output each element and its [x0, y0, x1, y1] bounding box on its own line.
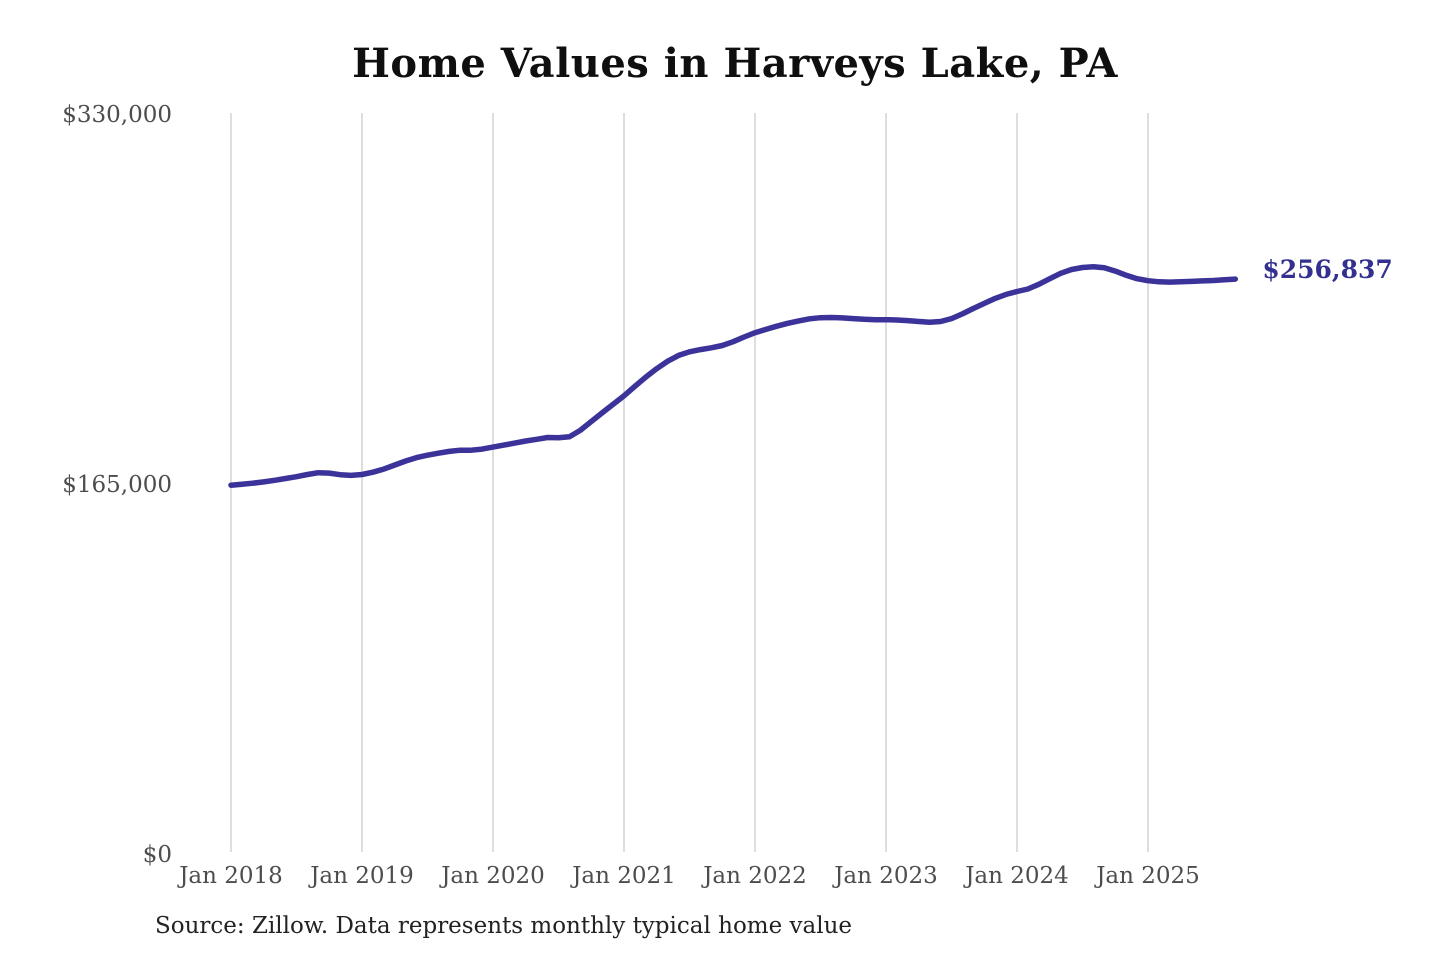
source-note: Source: Zillow. Data represents monthly … — [155, 913, 853, 939]
latest-value-label: $256,837 — [1262, 255, 1393, 285]
x-axis-tick-label: Jan 2018 — [179, 863, 283, 889]
x-axis-tick-label: Jan 2023 — [834, 863, 938, 889]
x-axis-tick-label: Jan 2025 — [1096, 863, 1200, 889]
x-axis-tick-label: Jan 2020 — [441, 863, 545, 889]
x-axis-tick-label: Jan 2022 — [703, 863, 807, 889]
y-axis-tick-label: $330,000 — [62, 102, 172, 128]
y-axis-tick-label: $165,000 — [62, 472, 172, 498]
chart-title: Home Values in Harveys Lake, PA — [352, 40, 1118, 87]
x-axis-tick-label: Jan 2021 — [572, 863, 676, 889]
home-value-line — [228, 264, 1239, 488]
x-axis-tick-label: Jan 2019 — [310, 863, 414, 889]
x-axis-tick-label: Jan 2024 — [965, 863, 1069, 889]
y-axis-tick-label: $0 — [142, 842, 172, 868]
